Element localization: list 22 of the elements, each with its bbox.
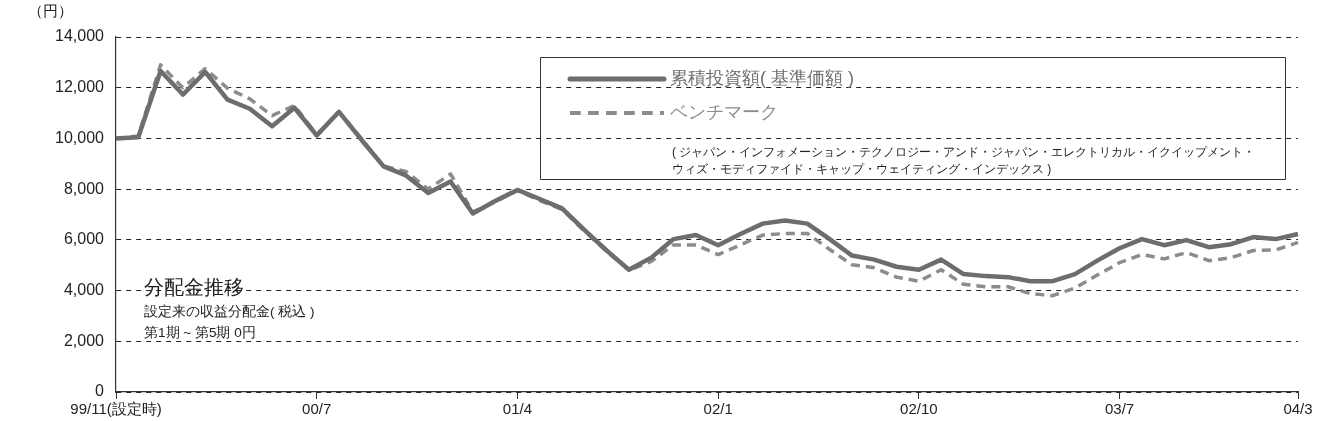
y-tick-label: 2,000: [63, 331, 105, 349]
x-tick-label: 01/4: [502, 400, 533, 418]
annotation: 分配金推移: [144, 275, 245, 300]
y-tick-label: 6,000: [63, 230, 105, 248]
x-tick-label: 03/7: [1104, 400, 1135, 418]
annotation: 第1期 ~ 第5期 0円: [144, 324, 257, 342]
annotation: 設定来の収益分配金( 税込 ): [144, 303, 315, 321]
y-tick-label: 14,000: [55, 27, 105, 45]
y-tick-label: 10,000: [55, 128, 105, 146]
y-tick-label: 4,000: [63, 280, 105, 298]
y-axis-title: （円）: [27, 1, 73, 19]
x-tick-label: 02/10: [900, 400, 938, 418]
x-tick-label: 04/3: [1283, 400, 1313, 418]
x-tick-label: 00/7: [302, 400, 332, 418]
text: ベンチマーク: [670, 101, 778, 122]
annotation: ( ジャパン・インフォメーション・テクノロジー・アンド・ジャパン・エレクトリカル・イクイップメント・ウィズ・モディファイド・キャップ・ウェイティング・インデックス ): [672, 145, 1256, 177]
text: 累積投資額( 基準価額 ): [670, 67, 854, 88]
y-tick-label: 0: [95, 382, 105, 400]
x-tick-label: 02/1: [703, 400, 733, 418]
y-tick-label: 8,000: [63, 179, 105, 197]
x-tick-label: 99/11(設定時): [70, 400, 162, 418]
y-tick-label: 12,000: [55, 78, 105, 96]
